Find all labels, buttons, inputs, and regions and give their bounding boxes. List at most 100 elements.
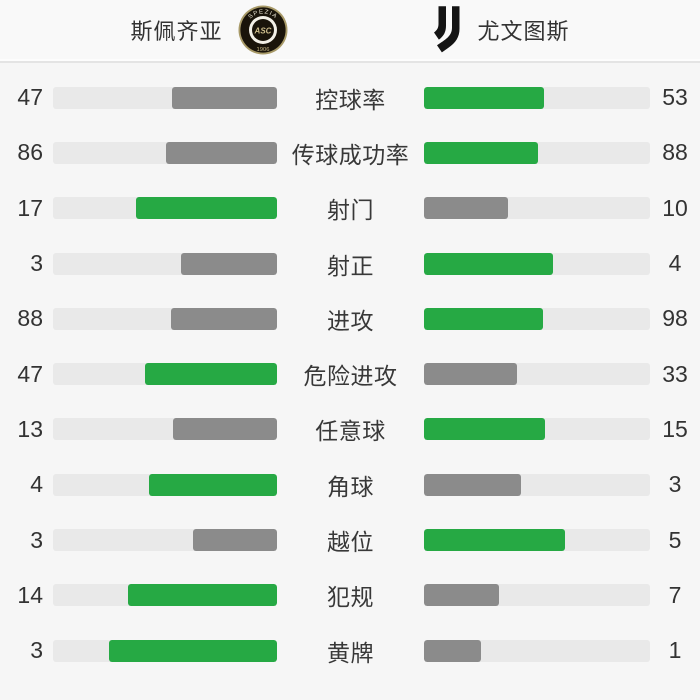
stat-label: 危险进攻 xyxy=(303,363,398,390)
home-team: 斯佩齐亚 SPEZIA 1906 ASC xyxy=(130,5,287,55)
away-stat-bar xyxy=(424,473,650,496)
away-stat-bar xyxy=(424,363,650,386)
stats-list: 47 控球率 53 86 传球成功率 88 17 xyxy=(0,63,700,678)
home-stat-bar-fill xyxy=(135,197,277,220)
away-stat-bar-fill xyxy=(424,252,554,275)
stat-row: 88 进攻 98 xyxy=(0,291,700,346)
away-stat-value: 88 xyxy=(662,139,688,166)
away-team-name: 尤文图斯 xyxy=(477,18,570,44)
stat-row: 86 传球成功率 88 xyxy=(0,125,700,180)
away-stat-bar-fill xyxy=(424,141,539,164)
away-stat-value: 15 xyxy=(662,415,688,442)
away-stat-bar xyxy=(424,197,650,220)
home-stat-bar xyxy=(53,418,277,441)
stat-row: 3 越位 5 xyxy=(0,512,700,567)
away-stat-value: 5 xyxy=(668,526,682,553)
home-stat-value: 13 xyxy=(17,415,43,442)
home-stat-bar-fill xyxy=(171,86,277,109)
home-stat-bar-fill xyxy=(166,141,277,164)
away-stat-value: 10 xyxy=(662,194,688,221)
home-stat-bar xyxy=(53,86,277,109)
home-stat-bar xyxy=(53,252,277,275)
crest-text-bottom: 1906 xyxy=(256,47,269,53)
away-stat-bar xyxy=(424,141,650,164)
stat-row: 3 黄牌 1 xyxy=(0,623,700,678)
home-stat-value: 17 xyxy=(17,194,43,221)
stat-row: 14 犯规 7 xyxy=(0,568,700,623)
home-stat-bar-fill xyxy=(173,418,277,441)
stat-label: 传球成功率 xyxy=(291,141,410,168)
away-stat-bar-fill xyxy=(424,529,566,552)
home-stat-bar xyxy=(53,307,277,330)
home-stat-bar-fill xyxy=(127,584,277,607)
home-stat-value: 88 xyxy=(17,305,43,332)
home-stat-bar xyxy=(53,141,277,164)
away-stat-value: 3 xyxy=(668,471,682,498)
home-stat-bar xyxy=(53,197,277,220)
away-stat-bar-fill xyxy=(424,473,521,496)
away-stat-value: 7 xyxy=(668,581,682,608)
home-stat-value: 3 xyxy=(30,637,43,664)
away-stat-bar xyxy=(424,529,650,552)
stat-row: 13 任意球 15 xyxy=(0,402,700,457)
stat-row: 4 角球 3 xyxy=(0,457,700,512)
stat-label: 任意球 xyxy=(315,418,386,445)
away-stat-value: 33 xyxy=(662,360,688,387)
away-stat-value: 1 xyxy=(668,637,682,664)
home-stat-bar xyxy=(53,529,277,552)
home-stat-bar-fill xyxy=(181,252,277,275)
away-stat-bar-fill xyxy=(424,639,481,662)
stat-row: 47 控球率 53 xyxy=(0,70,700,125)
stat-label: 射正 xyxy=(327,252,374,279)
stat-label: 犯规 xyxy=(327,584,374,611)
home-stat-value: 47 xyxy=(17,360,43,387)
stat-label: 角球 xyxy=(327,473,374,500)
home-stat-bar xyxy=(53,363,277,386)
crest-monogram: ASC xyxy=(253,26,271,35)
home-stat-value: 3 xyxy=(30,250,43,277)
away-stat-bar-fill xyxy=(424,197,508,220)
home-stat-bar-fill xyxy=(109,639,277,662)
away-stat-bar xyxy=(424,639,650,662)
home-stat-value: 3 xyxy=(30,526,43,553)
home-stat-value: 86 xyxy=(17,139,43,166)
away-team: 尤文图斯 xyxy=(433,6,570,53)
match-header: 斯佩齐亚 SPEZIA 1906 ASC 尤文图斯 xyxy=(0,0,700,59)
home-team-name: 斯佩齐亚 xyxy=(130,18,223,44)
home-stat-bar-fill xyxy=(171,307,277,330)
away-stat-bar xyxy=(424,86,650,109)
away-stat-value: 4 xyxy=(668,250,682,277)
away-stat-bar xyxy=(424,584,650,607)
home-stat-bar-fill xyxy=(149,473,277,496)
stat-label: 黄牌 xyxy=(327,639,374,666)
home-stat-value: 14 xyxy=(17,581,43,608)
home-stat-value: 47 xyxy=(17,84,43,111)
svg-text:SPEZIA: SPEZIA xyxy=(247,9,278,20)
home-stat-bar xyxy=(53,639,277,662)
home-team-crest-icon: SPEZIA 1906 ASC xyxy=(238,5,287,54)
stat-label: 进攻 xyxy=(327,307,374,334)
stat-row: 3 射正 4 xyxy=(0,236,700,291)
home-stat-value: 4 xyxy=(30,471,43,498)
home-stat-bar xyxy=(53,584,277,607)
away-stat-value: 53 xyxy=(662,84,688,111)
home-stat-bar-fill xyxy=(145,363,277,386)
stat-label: 控球率 xyxy=(315,86,386,113)
crest-text-top: SPEZIA xyxy=(247,9,277,20)
away-stat-bar-fill xyxy=(424,307,544,330)
away-stat-bar-fill xyxy=(424,418,546,441)
stat-row: 47 危险进攻 33 xyxy=(0,346,700,401)
home-stat-bar xyxy=(53,473,277,496)
away-team-logo-icon xyxy=(433,6,459,53)
away-stat-bar xyxy=(424,307,650,330)
header-divider xyxy=(0,59,700,63)
away-stat-value: 98 xyxy=(662,305,688,332)
away-stat-bar-fill xyxy=(424,86,544,109)
stat-label: 射门 xyxy=(327,197,374,224)
away-stat-bar xyxy=(424,252,650,275)
stat-label: 越位 xyxy=(327,529,374,556)
stat-row: 17 射门 10 xyxy=(0,181,700,236)
home-stat-bar-fill xyxy=(193,529,277,552)
away-stat-bar xyxy=(424,418,650,441)
